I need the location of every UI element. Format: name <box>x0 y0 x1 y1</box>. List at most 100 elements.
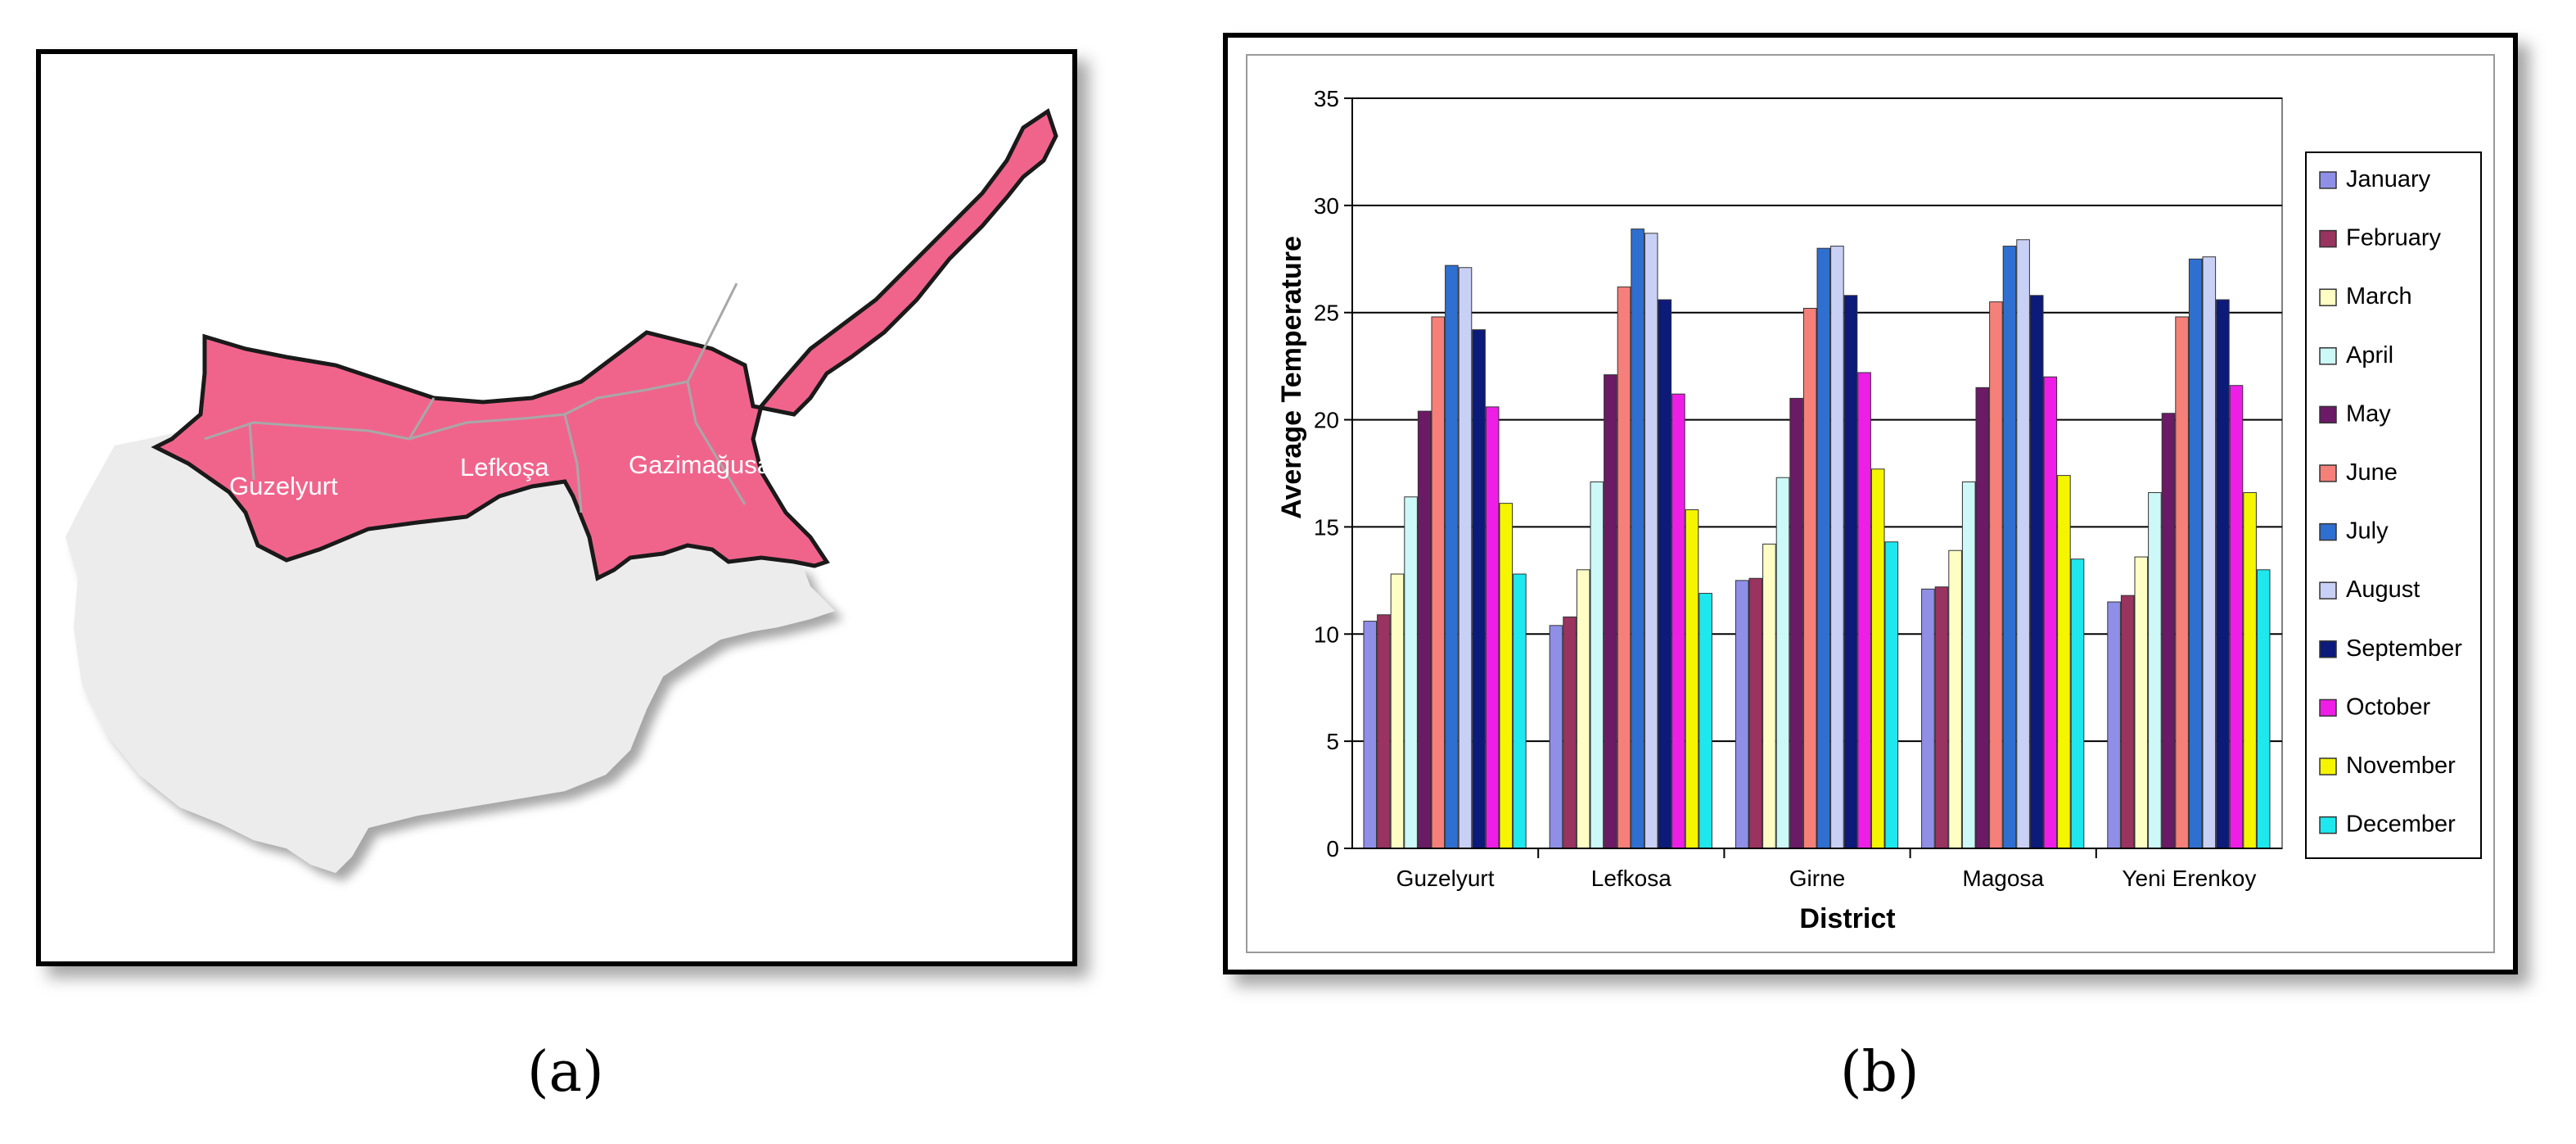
legend-label: November <box>2346 753 2456 779</box>
legend-swatch <box>2319 640 2337 658</box>
bar <box>1857 372 1871 849</box>
region-label-iskele: İskele <box>778 248 844 277</box>
legend-label: March <box>2346 283 2412 310</box>
bar <box>1377 614 1391 849</box>
bar <box>2002 246 2017 849</box>
bar <box>2202 256 2217 849</box>
bar <box>1775 477 1790 849</box>
legend-swatch <box>2319 288 2337 306</box>
y-tick-label: 25 <box>1314 301 1339 326</box>
legend-swatch <box>2319 522 2337 541</box>
y-tick-label: 0 <box>1326 836 1339 861</box>
bar <box>1789 397 1803 849</box>
legend: January February March April May June July Augu… <box>2305 151 2482 859</box>
bar <box>2256 569 2271 849</box>
bar <box>1549 625 1563 849</box>
bar <box>1363 621 1378 849</box>
legend-swatch <box>2319 229 2337 248</box>
y-tick-label: 15 <box>1314 514 1339 540</box>
bar <box>1499 503 1514 849</box>
legend-swatch <box>2319 816 2337 834</box>
bar <box>2016 239 2030 849</box>
legend-swatch <box>2319 699 2337 717</box>
bar <box>1431 316 1446 849</box>
legend-swatch <box>2319 347 2337 365</box>
bar <box>1870 468 1885 849</box>
bar <box>1485 406 1500 849</box>
y-tick-label: 35 <box>1314 86 1339 111</box>
bar <box>1563 616 1577 849</box>
bar <box>1934 586 1949 849</box>
y-tick-label: 10 <box>1314 622 1339 647</box>
bar <box>2043 376 2058 849</box>
region-label-gazimagusa: Gazimağusa <box>629 450 772 479</box>
legend-swatch <box>2319 171 2337 189</box>
bar <box>2120 595 2135 849</box>
legend-label: August <box>2346 577 2420 603</box>
y-tick-label: 5 <box>1326 729 1339 754</box>
legend-swatch <box>2319 581 2337 599</box>
bar <box>1390 573 1405 849</box>
district-boundaries <box>204 283 747 513</box>
bar <box>2243 492 2257 849</box>
legend-label: May <box>2346 400 2391 427</box>
region-label-lefkosa: Lefkoşa <box>460 453 549 482</box>
bars <box>1363 228 2271 849</box>
bar <box>1590 481 1604 849</box>
bar <box>1404 496 1418 849</box>
x-axis-title: District <box>1799 903 1895 934</box>
panel-b-caption: (b) <box>1840 1040 1920 1105</box>
bar <box>1735 580 1749 849</box>
bar <box>1961 481 1976 849</box>
legend-label: February <box>2346 225 2442 251</box>
bar <box>1989 301 2003 849</box>
legend-swatch <box>2319 464 2337 482</box>
region-label-girne: Girne <box>467 359 529 387</box>
chart-area: 0 5 10 15 20 25 30 35 Guzelyurt Lefkosa Girne Magos… <box>1246 54 2495 953</box>
bar <box>1417 410 1432 849</box>
bar <box>2134 556 2149 849</box>
panel-a-caption: (a) <box>527 1040 604 1105</box>
legend-label: September <box>2346 635 2462 662</box>
bar <box>2229 385 2244 849</box>
bar <box>1458 267 1473 849</box>
legend-label: July <box>2346 518 2389 545</box>
tick-labels: 0 5 10 15 20 25 30 35 Guzelyurt Lefkosa Girne Magos… <box>1314 86 2257 891</box>
bar <box>2161 413 2176 849</box>
bar <box>1948 549 1962 849</box>
region-label-guzelyurt: Guzelyurt <box>229 472 338 500</box>
bar <box>1685 509 1699 849</box>
bar <box>2029 295 2044 849</box>
temperature-bar-chart: 0 5 10 15 20 25 30 35 Guzelyurt Lefkosa Girne Magos… <box>1276 86 2482 934</box>
bar <box>1604 374 1617 849</box>
x-tick-label: Girne <box>1789 866 1845 891</box>
bar <box>2216 299 2230 849</box>
bar <box>1671 393 1685 849</box>
legend-label: December <box>2346 812 2456 838</box>
northern-region <box>151 108 1058 581</box>
bar <box>1576 569 1590 849</box>
bar <box>2070 558 2085 849</box>
cyprus-map: Girne İskele Guzelyurt Lefkoşa Gazimağus… <box>65 108 1058 873</box>
y-tick-label: 20 <box>1314 408 1339 433</box>
bar <box>1699 593 1712 849</box>
x-tick-label: Lefkosa <box>1591 866 1671 891</box>
legend-box <box>2305 151 2482 859</box>
x-tick-label: Yeni Erenkoy <box>2122 866 2256 891</box>
bar <box>1644 233 1658 849</box>
bar <box>2107 601 2121 849</box>
axes <box>1344 97 2282 858</box>
bar <box>1921 588 1935 849</box>
bar <box>1975 387 1990 849</box>
bar <box>2175 316 2189 849</box>
legend-swatch <box>2319 405 2337 424</box>
legend-label: June <box>2346 459 2398 486</box>
bar <box>1513 573 1527 849</box>
y-tick-label: 30 <box>1314 193 1339 219</box>
bar <box>1631 228 1644 849</box>
bar <box>1658 299 1672 849</box>
bar <box>2188 258 2203 849</box>
bar <box>1830 246 1844 849</box>
bar <box>1802 307 1817 849</box>
bar <box>1816 247 1831 849</box>
